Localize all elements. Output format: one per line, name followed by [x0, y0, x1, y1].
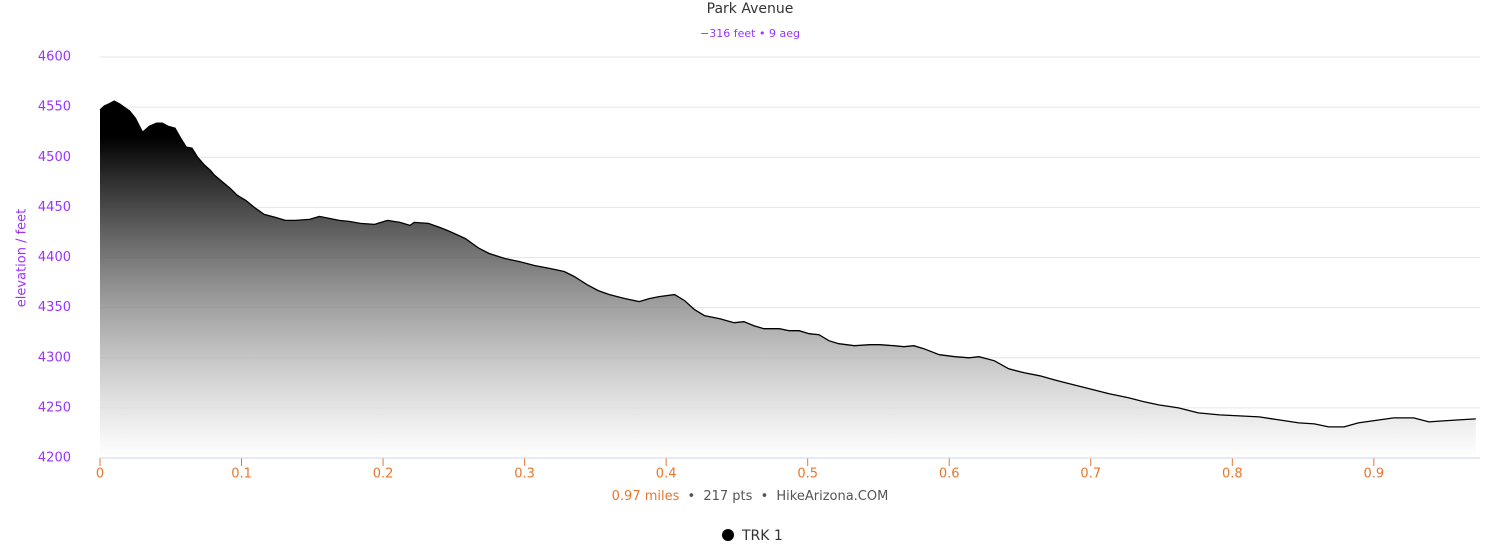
- y-tick-label: 4400: [38, 250, 71, 265]
- y-tick-label: 4550: [38, 100, 71, 115]
- x-tick-label: 0.4: [656, 467, 677, 482]
- x-tick-label: 0.5: [797, 467, 818, 482]
- y-tick-label: 4300: [38, 350, 71, 365]
- x-tick-label: 0: [96, 467, 104, 482]
- x-tick-label: 0.1: [231, 467, 252, 482]
- credits: 0.97 miles • 217 pts • HikeArizona.COM: [612, 489, 889, 504]
- x-tick-label: 0.2: [373, 467, 394, 482]
- y-tick-label: 4600: [38, 50, 71, 65]
- elevation-area: [100, 101, 1476, 458]
- x-tick-label: 0.8: [1222, 467, 1243, 482]
- x-tick-label: 0.9: [1364, 467, 1385, 482]
- credit-separator: •: [761, 489, 769, 504]
- x-tick-label: 0.7: [1080, 467, 1101, 482]
- y-tick-label: 4200: [38, 451, 71, 466]
- x-tick-label: 0.6: [939, 467, 960, 482]
- x-tick-label: 0.3: [514, 467, 535, 482]
- y-tick-label: 4500: [38, 150, 71, 165]
- credit-distance: 0.97 miles: [612, 489, 680, 504]
- credit-source: HikeArizona.COM: [776, 489, 888, 504]
- credit-points: 217 pts: [703, 489, 752, 504]
- y-tick-label: 4250: [38, 400, 71, 415]
- y-tick-label: 4450: [38, 200, 71, 215]
- chart-subtitle: −316 feet • 9 aeg: [700, 27, 800, 40]
- legend-label: TRK 1: [741, 528, 783, 544]
- elevation-line: [99, 100, 1476, 428]
- credit-separator: •: [688, 489, 696, 504]
- legend-marker: [722, 529, 734, 541]
- y-tick-label: 4350: [38, 300, 71, 315]
- chart-title: Park Avenue: [707, 1, 794, 17]
- y-axis-label: elevation / feet: [15, 209, 30, 307]
